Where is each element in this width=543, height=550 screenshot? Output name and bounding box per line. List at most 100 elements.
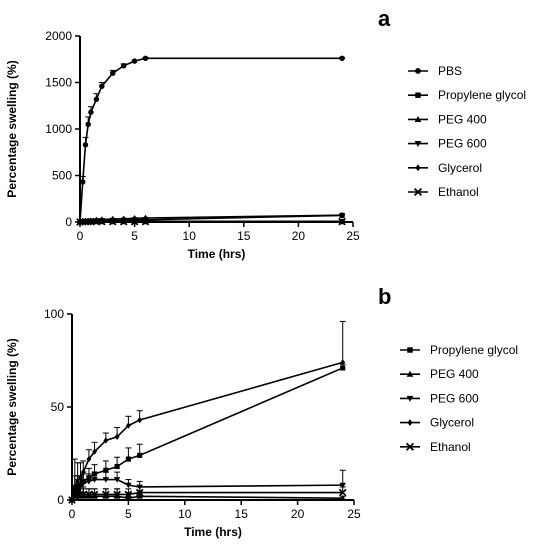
legend-label: PEG 400 [438, 112, 487, 126]
data-point [85, 121, 91, 128]
data-point [119, 217, 128, 226]
legend-marker [414, 116, 422, 122]
data-point [142, 55, 149, 62]
chart-panel-b: b 0 50 100 0 5 10 15 20 25 Time (hrs) Percentage sw… [5, 284, 518, 539]
data-point [137, 452, 143, 458]
data-point [102, 490, 110, 499]
data-point [82, 142, 89, 148]
y-tick-label: 500 [52, 169, 72, 183]
data-point [76, 490, 85, 499]
legend-entry: Ethanol [400, 440, 471, 454]
data-point [88, 109, 94, 115]
data-point [99, 216, 105, 223]
data-point [86, 455, 92, 463]
legend-label: Glycerol [438, 161, 482, 175]
data-point [113, 490, 121, 499]
legend-marker [415, 164, 421, 172]
legend-label: PEG 600 [438, 137, 487, 151]
legend-entry: Glycerol [400, 416, 474, 430]
series-ethanol [76, 217, 346, 226]
legend-entry: Propylene glycol [408, 88, 526, 102]
data-point [125, 482, 132, 489]
legend-label: Ethanol [438, 185, 479, 199]
legend-label: Propylene glycol [438, 88, 526, 102]
series-peg-400 [68, 479, 346, 503]
data-point [339, 494, 346, 501]
x-tick-label: 10 [178, 507, 192, 521]
legend-label: PEG 600 [430, 391, 479, 405]
x-tick-label: 25 [346, 229, 360, 243]
data-point [340, 365, 346, 371]
data-point [137, 416, 143, 424]
legend-label: PEG 400 [430, 367, 479, 381]
legend-entry: Ethanol [408, 185, 479, 199]
data-point [131, 58, 138, 64]
data-point [126, 422, 131, 429]
data-point [102, 477, 110, 483]
y-tick-label: 0 [57, 493, 64, 507]
x-tick-label: 20 [291, 507, 305, 521]
data-point [90, 490, 99, 499]
data-point [110, 70, 116, 76]
x-tick-label: 10 [183, 229, 197, 243]
legend-entry: Propylene glycol [400, 343, 518, 357]
data-point [135, 488, 144, 497]
legend-marker [413, 187, 423, 197]
legend-marker [415, 68, 421, 74]
legend-entry: PBS [408, 64, 462, 78]
data-point [79, 490, 88, 499]
data-point [103, 437, 109, 444]
y-axis-title: Percentage swelling (%) [5, 338, 19, 475]
legend-entry: PEG 400 [400, 367, 479, 381]
data-point [338, 217, 346, 226]
panel-letter: b [378, 284, 391, 309]
legend-marker [407, 347, 413, 353]
legend-marker [405, 442, 415, 451]
data-point [99, 83, 105, 89]
data-point [85, 479, 93, 485]
data-point [85, 490, 93, 499]
data-point [340, 359, 346, 366]
data-point [80, 468, 86, 476]
data-point [136, 493, 143, 499]
x-tick-label: 15 [237, 229, 251, 243]
series-ethanol [68, 486, 347, 504]
x-tick-label: 25 [347, 507, 361, 521]
x-tick-label: 0 [77, 229, 84, 243]
legend-label: Propylene glycol [430, 343, 518, 357]
y-tick-label: 1000 [45, 122, 72, 136]
data-point [125, 494, 132, 501]
legend-marker [406, 370, 414, 377]
y-axis-title: Percentage swelling (%) [5, 60, 19, 197]
data-point [339, 482, 346, 489]
x-tick-label: 0 [69, 507, 76, 521]
series-glycerol [69, 320, 346, 504]
y-tick-label: 2000 [45, 29, 72, 43]
y-tick-label: 0 [65, 215, 72, 229]
series-pbs [77, 55, 346, 225]
data-point [120, 63, 127, 69]
data-point [84, 217, 93, 226]
panel-letter: a [378, 6, 391, 31]
y-tick-label: 50 [51, 400, 65, 414]
data-point [141, 217, 150, 226]
data-point [338, 488, 347, 497]
data-point [130, 217, 139, 226]
series-line [79, 57, 343, 223]
x-axis-title: Time (hrs) [188, 247, 246, 261]
data-point [114, 433, 120, 440]
x-tick-label: 20 [292, 229, 306, 243]
data-point [91, 477, 98, 483]
legend-entry: PEG 600 [408, 137, 487, 151]
data-point [114, 463, 120, 470]
data-point [339, 211, 345, 219]
data-point [78, 474, 83, 481]
legend-label: Ethanol [430, 440, 471, 454]
series-propylene-glycol [69, 363, 346, 503]
data-point [75, 478, 81, 485]
x-axis-title: Time (hrs) [184, 525, 242, 539]
y-tick-label: 1500 [45, 76, 72, 90]
data-point [124, 490, 133, 499]
data-point [113, 477, 121, 483]
